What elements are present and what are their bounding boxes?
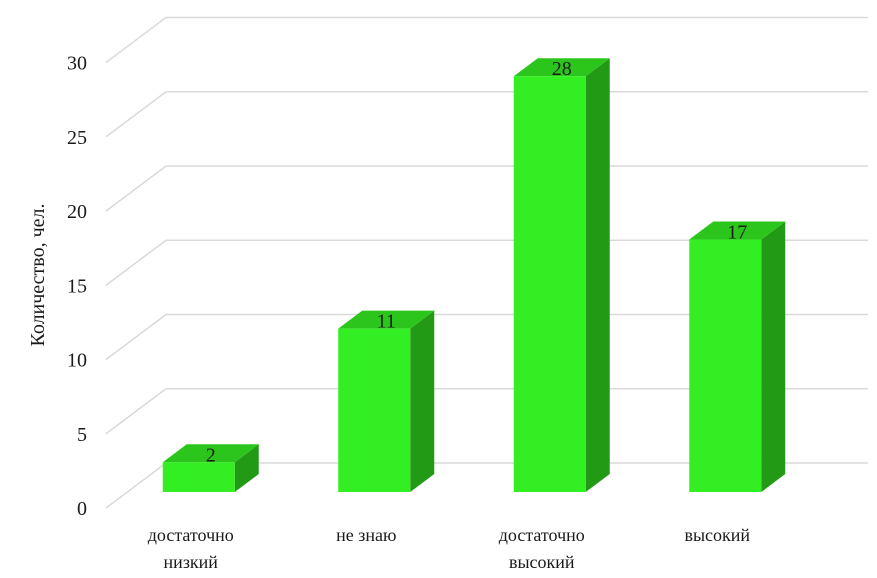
- gridline-diagonal: [105, 313, 167, 361]
- bar-top: [513, 58, 610, 77]
- bar-side: [761, 221, 786, 493]
- bar-top: [162, 444, 259, 463]
- y-tick-label: 30: [67, 53, 87, 75]
- bar: [162, 444, 259, 492]
- y-axis-title: Количество, чел.: [27, 203, 49, 346]
- gridline-diagonal: [105, 165, 167, 212]
- bar-front: [162, 462, 235, 492]
- bar: [338, 310, 435, 492]
- y-tick-label: 0: [77, 498, 87, 520]
- bar-front: [513, 76, 586, 492]
- y-tick-label: 15: [67, 275, 87, 297]
- data-label: 11: [377, 311, 396, 333]
- x-category-label: не знаю: [336, 525, 396, 545]
- bar-front: [338, 328, 411, 492]
- gridline-diagonal: [105, 388, 167, 435]
- bar-top: [689, 221, 786, 240]
- bar-side: [410, 310, 435, 492]
- bars: [162, 58, 786, 493]
- gridline-diagonal: [105, 16, 167, 64]
- data-labels: 2 11 28 17: [206, 58, 748, 466]
- gridline-diagonal: [105, 239, 167, 286]
- x-category-label: достаточно высокий: [499, 525, 585, 572]
- bar: [513, 58, 610, 492]
- bar-side: [585, 58, 610, 492]
- x-category-label: высокий: [684, 525, 750, 545]
- y-tick-label: 20: [67, 201, 87, 223]
- x-axis-categories: достаточно низкий не знаю достаточно высокий…: [148, 525, 751, 572]
- data-label: 28: [552, 58, 572, 80]
- y-tick-label: 25: [67, 127, 87, 149]
- gridline-diagonal: [105, 91, 167, 138]
- y-tick-label: 10: [67, 350, 87, 372]
- bar: [689, 221, 786, 493]
- y-tick-label: 5: [77, 424, 87, 446]
- data-label: 17: [727, 222, 747, 244]
- bar-side: [234, 444, 259, 492]
- gridline-diagonal: [105, 462, 167, 509]
- x-category-label: достаточно низкий: [148, 525, 234, 572]
- bar-top: [338, 310, 435, 329]
- data-label: 2: [206, 444, 216, 466]
- bar-front: [689, 239, 762, 492]
- y-axis-ticks: 0 5 10 15 20 25 30: [67, 53, 87, 521]
